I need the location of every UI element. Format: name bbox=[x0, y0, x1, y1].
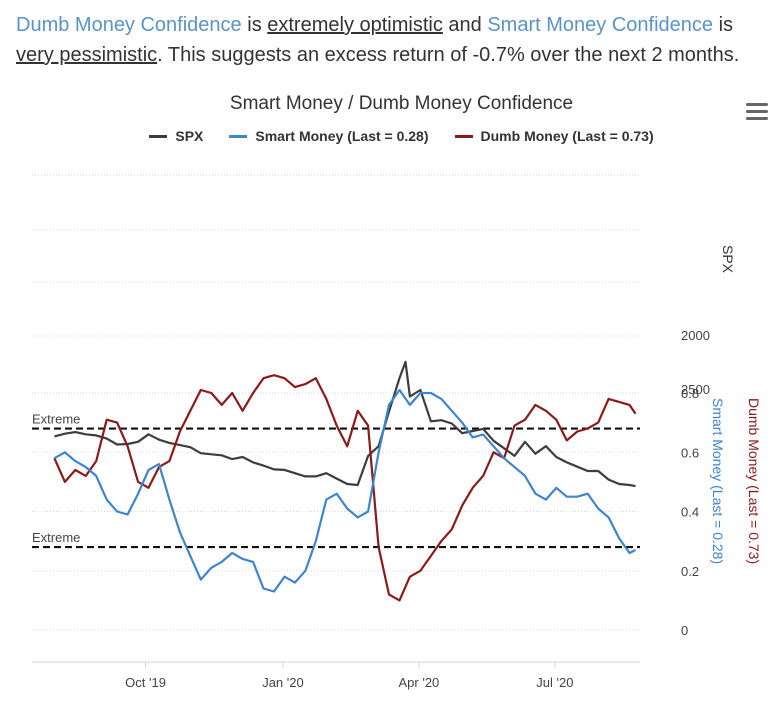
spx-tick-label: 2500 bbox=[681, 382, 710, 397]
axis-titles: SPX Smart Money (Last = 0.28) Dumb Money (… bbox=[710, 245, 762, 564]
smart-money-axis-title: Smart Money (Last = 0.28) bbox=[710, 398, 726, 564]
confidence-tick-label: 0.4 bbox=[681, 505, 699, 520]
spx-axis-title: SPX bbox=[720, 245, 736, 274]
extreme-label: Extreme bbox=[32, 412, 80, 427]
legend-label-spx: SPX bbox=[175, 128, 204, 144]
dumb-money-axis-title: Dumb Money (Last = 0.73) bbox=[746, 398, 762, 564]
smart-money-confidence-label: Smart Money Confidence bbox=[487, 14, 714, 36]
confidence-gridlines: 0 0.2 0.4 0.6 0.8 bbox=[32, 386, 699, 638]
x-tick-label: Apr '20 bbox=[399, 675, 440, 690]
confidence-tick-label: 0.2 bbox=[681, 564, 699, 579]
extreme-lines: Extreme Extreme bbox=[32, 412, 640, 549]
dumb-money-state: extremely optimistic bbox=[267, 14, 443, 36]
x-tick-label: Jan '20 bbox=[262, 675, 304, 690]
x-tick-label: Oct '19 bbox=[125, 675, 166, 690]
headline-is-1: is bbox=[241, 14, 268, 36]
x-axis: Oct '19 Jan '20 Apr '20 Jul '20 bbox=[32, 661, 640, 690]
legend-swatch-smart-money bbox=[229, 134, 248, 138]
hamburger-menu-icon[interactable] bbox=[746, 103, 768, 121]
legend-label-smart-money: Smart Money (Last = 0.28) bbox=[255, 128, 429, 144]
dumb-money-line bbox=[53, 374, 637, 602]
headline-commentary: Dumb Money Confidence is extremely optim… bbox=[16, 10, 766, 70]
spx-line bbox=[54, 360, 636, 488]
chart-series bbox=[53, 360, 637, 602]
spx-gridlines: 2000 2500 bbox=[32, 174, 710, 397]
legend-label-dumb-money: Dumb Money (Last = 0.73) bbox=[480, 128, 654, 144]
extreme-label: Extreme bbox=[32, 530, 80, 545]
legend-item-dumb-money[interactable]: Dumb Money (Last = 0.73) bbox=[454, 128, 654, 144]
headline-and: and bbox=[442, 14, 488, 36]
chart-title: Smart Money / Dumb Money Confidence bbox=[229, 93, 574, 114]
headline-rest: . This suggests an excess return of -0.7… bbox=[157, 44, 740, 66]
confidence-tick-label: 0.8 bbox=[681, 386, 699, 401]
smart-money-line bbox=[53, 388, 636, 593]
headline-is-2: is bbox=[713, 14, 734, 36]
legend-item-spx[interactable]: SPX bbox=[149, 128, 203, 144]
legend-item-smart-money[interactable]: Smart Money (Last = 0.28) bbox=[229, 128, 429, 144]
chart-legend: SPX Smart Money (Last = 0.28) Dumb Money… bbox=[0, 128, 773, 144]
x-tick-label: Jul '20 bbox=[536, 675, 573, 690]
legend-swatch-dumb-money bbox=[454, 134, 473, 138]
confidence-tick-label: 0 bbox=[681, 623, 688, 638]
confidence-tick-label: 0.6 bbox=[681, 445, 699, 460]
spx-tick-label: 2000 bbox=[681, 328, 710, 343]
legend-swatch-spx bbox=[149, 134, 168, 138]
smart-money-state: very pessimistic bbox=[16, 44, 158, 66]
dumb-money-confidence-label: Dumb Money Confidence bbox=[16, 14, 242, 36]
